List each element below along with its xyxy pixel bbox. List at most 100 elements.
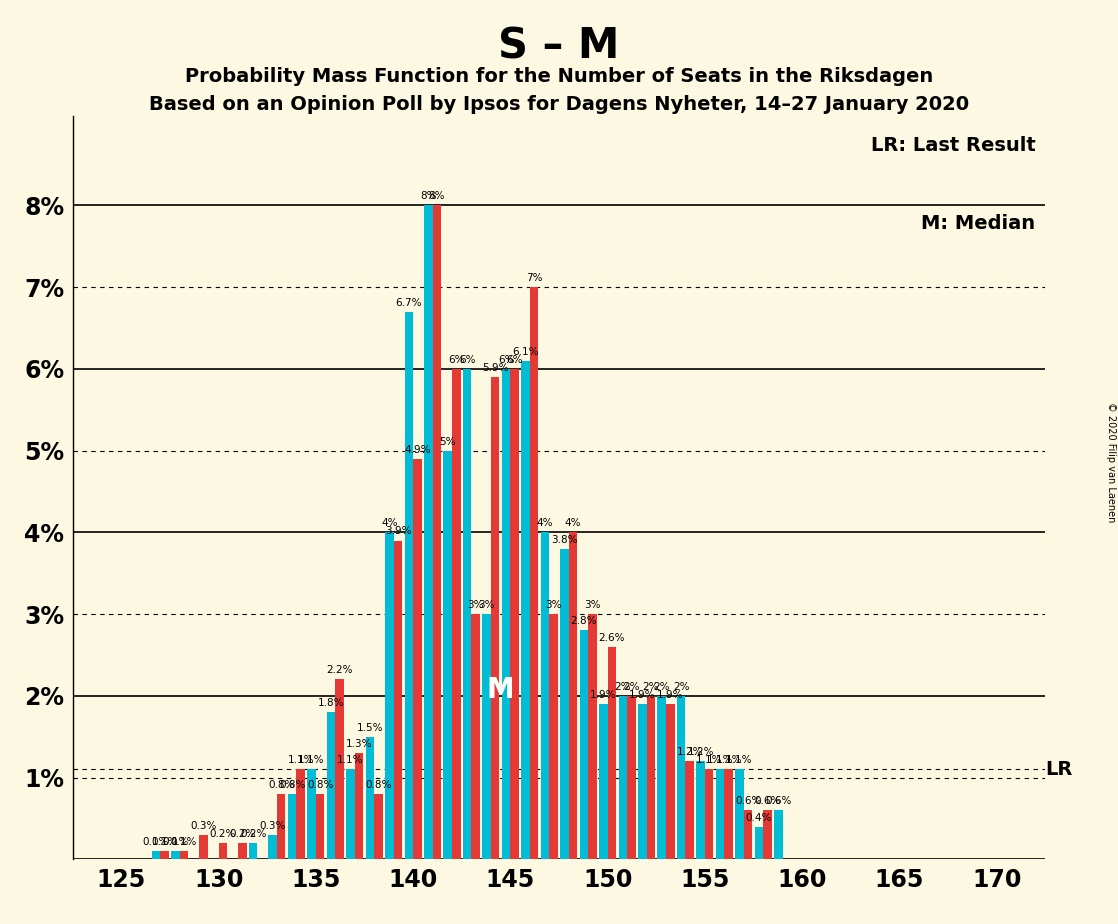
Text: 6%: 6% (506, 355, 523, 365)
Text: 0.6%: 0.6% (735, 796, 761, 806)
Bar (385, 532, 394, 859)
Text: 3%: 3% (479, 600, 495, 610)
Bar (716, 770, 724, 859)
Text: 6%: 6% (498, 355, 514, 365)
Bar (685, 761, 694, 859)
Bar (444, 451, 452, 859)
Text: 3.9%: 3.9% (385, 527, 411, 537)
Text: 6%: 6% (448, 355, 465, 365)
Text: 0.1%: 0.1% (151, 837, 178, 847)
Bar (569, 532, 577, 859)
Bar (705, 770, 713, 859)
Bar (657, 696, 666, 859)
Bar (452, 369, 461, 859)
Text: 1.1%: 1.1% (707, 755, 733, 765)
Bar (171, 851, 180, 859)
Text: 0.8%: 0.8% (307, 780, 333, 790)
Bar (268, 834, 277, 859)
Bar (307, 770, 316, 859)
Bar (541, 532, 549, 859)
Bar (676, 696, 685, 859)
Text: 0.6%: 0.6% (755, 796, 780, 806)
Text: 8%: 8% (420, 191, 436, 201)
Bar (152, 851, 160, 859)
Text: 2%: 2% (653, 682, 670, 692)
Text: 1.8%: 1.8% (318, 699, 344, 708)
Text: 2.8%: 2.8% (570, 616, 597, 626)
Bar (579, 630, 588, 859)
Text: 2%: 2% (615, 682, 631, 692)
Bar (424, 205, 433, 859)
Bar (502, 369, 511, 859)
Text: 1.2%: 1.2% (676, 748, 703, 757)
Text: 2%: 2% (673, 682, 690, 692)
Bar (755, 827, 764, 859)
Bar (405, 311, 414, 859)
Text: 0.1%: 0.1% (143, 837, 169, 847)
Bar (296, 770, 305, 859)
Bar (627, 696, 636, 859)
Bar (316, 794, 324, 859)
Text: 0.2%: 0.2% (210, 829, 236, 839)
Text: 2%: 2% (623, 682, 639, 692)
Text: 1.1%: 1.1% (727, 755, 752, 765)
Text: 1.9%: 1.9% (657, 690, 683, 700)
Bar (618, 696, 627, 859)
Text: 0.1%: 0.1% (162, 837, 189, 847)
Text: 0.2%: 0.2% (229, 829, 256, 839)
Text: 2.2%: 2.2% (326, 665, 353, 675)
Bar (238, 843, 247, 859)
Text: 1.2%: 1.2% (688, 748, 714, 757)
Text: 4%: 4% (537, 518, 553, 529)
Text: 6.7%: 6.7% (396, 298, 423, 308)
Text: LR: Last Result: LR: Last Result (871, 136, 1035, 155)
Bar (511, 369, 519, 859)
Text: 4%: 4% (565, 518, 581, 529)
Text: 1.9%: 1.9% (629, 690, 655, 700)
Bar (638, 704, 646, 859)
Text: 0.8%: 0.8% (268, 780, 294, 790)
Bar (287, 794, 296, 859)
Text: 3%: 3% (585, 600, 600, 610)
Bar (160, 851, 169, 859)
Bar (199, 834, 208, 859)
Bar (347, 770, 354, 859)
Text: M: Median: M: Median (921, 213, 1035, 233)
Text: 5.9%: 5.9% (482, 363, 509, 373)
Text: Based on an Opinion Poll by Ipsos for Dagens Nyheter, 14–27 January 2020: Based on an Opinion Poll by Ipsos for Da… (149, 95, 969, 115)
Text: 1.1%: 1.1% (338, 755, 363, 765)
Bar (491, 377, 500, 859)
Text: 6%: 6% (458, 355, 475, 365)
Text: 1.1%: 1.1% (695, 755, 722, 765)
Text: 2.6%: 2.6% (598, 633, 625, 643)
Text: 1.9%: 1.9% (590, 690, 617, 700)
Bar (560, 549, 569, 859)
Bar (326, 712, 335, 859)
Bar (588, 614, 597, 859)
Text: 0.3%: 0.3% (259, 821, 286, 831)
Bar (530, 287, 539, 859)
Text: 0.4%: 0.4% (746, 812, 773, 822)
Text: 1.3%: 1.3% (345, 739, 372, 749)
Text: 2%: 2% (643, 682, 660, 692)
Bar (277, 794, 285, 859)
Text: © 2020 Filip van Laenen: © 2020 Filip van Laenen (1106, 402, 1116, 522)
Text: 0.8%: 0.8% (366, 780, 391, 790)
Text: 3.8%: 3.8% (551, 535, 578, 544)
Bar (736, 770, 743, 859)
Text: S – M: S – M (499, 26, 619, 67)
Bar (433, 205, 442, 859)
Bar (774, 810, 783, 859)
Bar (218, 843, 227, 859)
Bar (335, 679, 344, 859)
Bar (646, 696, 655, 859)
Text: 5%: 5% (439, 436, 456, 446)
Bar (549, 614, 558, 859)
Text: 0.3%: 0.3% (190, 821, 217, 831)
Text: 4%: 4% (381, 518, 398, 529)
Bar (394, 541, 402, 859)
Text: 1.1%: 1.1% (287, 755, 314, 765)
Bar (764, 810, 771, 859)
Bar (482, 614, 491, 859)
Text: 0.6%: 0.6% (765, 796, 792, 806)
